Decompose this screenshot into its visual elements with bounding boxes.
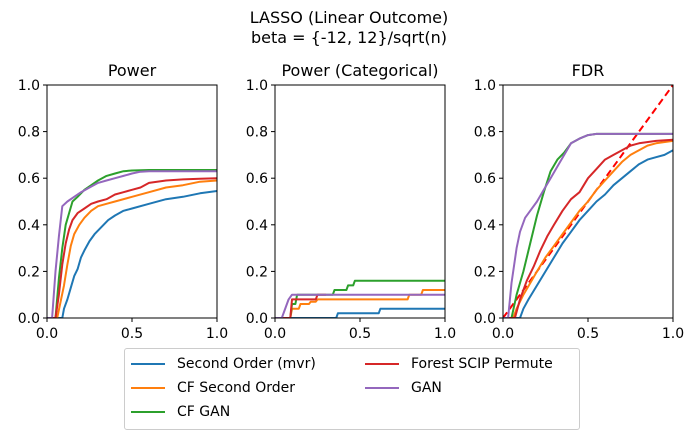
y-tick-label: 0.2 (18, 264, 40, 280)
legend-label: Forest SCIP Permute (411, 356, 553, 372)
series-line-second-order-mvr (47, 190, 217, 318)
legend-swatch (365, 363, 399, 365)
y-tick-label: 0.0 (474, 311, 496, 327)
y-tick-label: 0.6 (474, 171, 496, 187)
series-line-cf-second-order (503, 139, 673, 318)
x-tick-label: 0.0 (492, 326, 514, 342)
series-line-gan (275, 293, 445, 318)
series-line-cf-gan (503, 132, 673, 318)
subplot-title: Power (Categorical) (281, 61, 438, 80)
legend-swatch (131, 411, 165, 413)
subplot-title: Power (108, 61, 157, 80)
legend-label: CF GAN (177, 404, 231, 420)
subplot-1: Power 0.0 0.2 0.4 0.6 0.8 1.0 0.0 0.5 1.0 (18, 61, 228, 342)
series-line-forest-scip-permute (47, 177, 217, 318)
axes-frame (274, 84, 446, 319)
x-tick-label: 1.0 (434, 326, 456, 342)
series-group (503, 85, 673, 318)
subplot-2: Power (Categorical) 0.0 0.2 0.4 0.6 0.8 1.0 0.0… (246, 61, 456, 342)
x-tick-label: 1.0 (662, 326, 684, 342)
y-tick-label: 0.4 (246, 218, 268, 234)
legend-label: Second Order (mvr) (177, 356, 316, 372)
figure-subtitle: beta = {-12, 12}/sqrt(n) (250, 28, 448, 47)
legend-swatch (365, 387, 399, 389)
series-group (47, 169, 217, 318)
y-tick-label: 0.0 (18, 311, 40, 327)
y-tick-label: 0.4 (18, 218, 40, 234)
series-line-cf-gan (47, 169, 217, 318)
y-tick-label: 0.2 (474, 264, 496, 280)
series-line-forest-scip-permute (503, 138, 673, 318)
y-tick-label: 0.6 (246, 171, 268, 187)
legend: Second Order (mvr) CF Second Order CF GA… (124, 348, 580, 430)
x-tick-label: 0.5 (577, 326, 599, 342)
x-tick-label: 0.5 (349, 326, 371, 342)
y-tick-label: 1.0 (18, 78, 40, 94)
y-tick-label: 0.2 (246, 264, 268, 280)
y-tick-label: 0.0 (246, 311, 268, 327)
legend-swatch (131, 363, 165, 365)
legend-item: CF Second Order (131, 377, 295, 399)
legend-item: Second Order (mvr) (131, 353, 316, 375)
x-tick-label: 1.0 (206, 326, 228, 342)
subplot-title: FDR (572, 61, 605, 80)
legend-swatch (131, 387, 165, 389)
y-tick-label: 0.6 (18, 171, 40, 187)
y-tick-label: 0.4 (474, 218, 496, 234)
legend-label: GAN (411, 380, 442, 396)
series-group (275, 279, 445, 318)
x-tick-label: 0.0 (36, 326, 58, 342)
x-tick-label: 0.5 (121, 326, 143, 342)
series-line-gan (47, 170, 217, 318)
figure-title: LASSO (Linear Outcome) (249, 8, 449, 27)
y-tick-label: 0.8 (18, 125, 40, 141)
y-tick-label: 0.8 (474, 125, 496, 141)
legend-item: Forest SCIP Permute (365, 353, 553, 375)
y-tick-label: 1.0 (246, 78, 268, 94)
subplot-3: FDR 0.0 0.2 0.4 0.6 0.8 1.0 0.0 0.5 1.0 (474, 61, 684, 342)
y-tick-label: 0.8 (246, 125, 268, 141)
series-line-cf-second-order (47, 179, 217, 318)
legend-item: CF GAN (131, 401, 230, 423)
x-tick-label: 0.0 (264, 326, 286, 342)
legend-label: CF Second Order (177, 380, 296, 396)
series-line-second-order-mvr (275, 307, 445, 318)
series-line-gan (503, 132, 673, 318)
y-tick-label: 1.0 (474, 78, 496, 94)
legend-item: GAN (365, 377, 442, 399)
series-line-second-order-mvr (503, 149, 673, 318)
